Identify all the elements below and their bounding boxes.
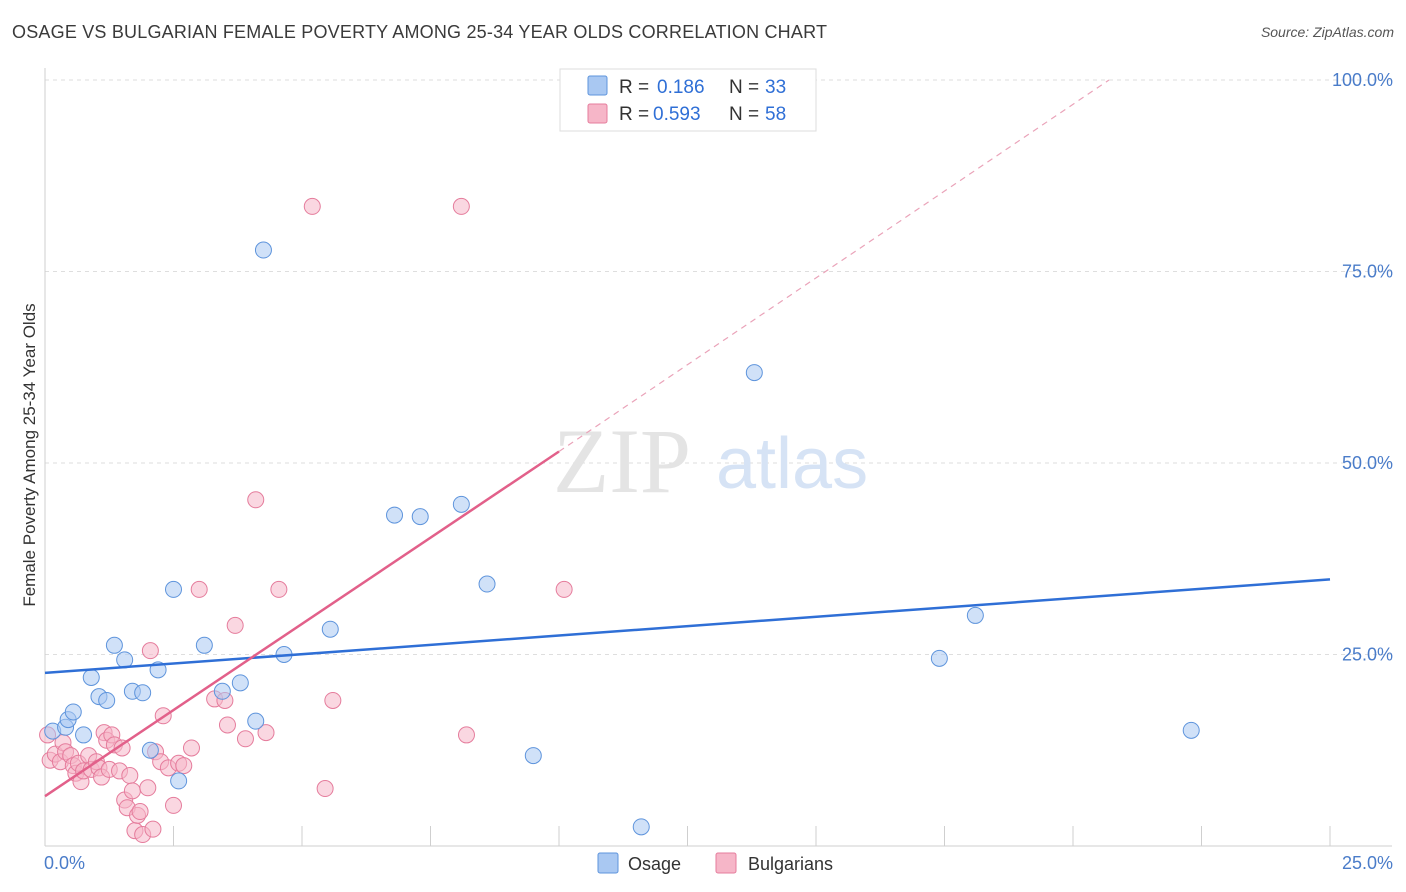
osage-point xyxy=(82,668,100,686)
osage-point xyxy=(134,684,152,702)
legend-r-value: 0.593 xyxy=(653,104,701,125)
bulgarians-point xyxy=(218,716,236,734)
bulgarians-point xyxy=(182,739,200,757)
bulgarians-point xyxy=(175,757,193,775)
osage-point xyxy=(64,703,82,721)
bulgarians-trend-extension xyxy=(558,79,1110,453)
watermark-atlas: atlas xyxy=(716,424,868,504)
y-tick-label: 25.0% xyxy=(1342,645,1393,665)
osage-point xyxy=(165,580,182,598)
bottom-legend-label-bulgarians: Bulgarians xyxy=(748,854,833,874)
osage-point xyxy=(745,364,763,382)
osage-point xyxy=(966,606,984,624)
osage-point xyxy=(478,575,496,593)
bulgarians-point xyxy=(190,580,208,598)
legend-r-value: 0.186 xyxy=(657,77,705,98)
bulgarians-point xyxy=(121,767,139,785)
osage-point xyxy=(247,712,265,730)
osage-point xyxy=(321,620,339,638)
x-tick-label: 25.0% xyxy=(1342,853,1393,873)
bulgarians-point xyxy=(555,580,573,598)
legend-n-value: 58 xyxy=(765,104,786,125)
osage-point xyxy=(524,747,542,765)
legend-swatch-osage xyxy=(587,75,608,96)
bulgarians-point xyxy=(316,780,334,798)
bulgarians-trend-line xyxy=(44,450,560,798)
legend-n-label: N = xyxy=(729,77,759,98)
tick-labels: 25.0% 50.0% 75.0% 100.0% 0.0% 25.0% xyxy=(44,70,1393,873)
bulgarians-point xyxy=(165,796,182,814)
osage-point xyxy=(170,772,188,790)
bulgarians-point xyxy=(141,642,159,660)
osage-point xyxy=(213,682,231,700)
osage-point xyxy=(632,818,650,836)
bulgarians-point xyxy=(144,820,162,838)
osage-trend-line xyxy=(44,578,1331,675)
bulgarians-point xyxy=(303,197,321,215)
trend-lines xyxy=(44,79,1331,798)
osage-point xyxy=(411,508,429,526)
osage-point xyxy=(930,649,948,667)
bulgarians-point xyxy=(123,782,141,800)
osage-point xyxy=(98,691,116,709)
bulgarians-point xyxy=(324,691,342,709)
legend-n-value: 33 xyxy=(765,77,786,98)
axes xyxy=(44,68,1392,847)
osage-point xyxy=(141,741,159,759)
bulgarians-point xyxy=(113,739,131,757)
osage-point xyxy=(75,726,93,744)
chart-title: OSAGE VS BULGARIAN FEMALE POVERTY AMONG … xyxy=(12,22,828,42)
osage-point xyxy=(386,506,404,524)
y-axis-label: Female Poverty Among 25-34 Year Olds xyxy=(20,303,39,606)
x-tick-label: 0.0% xyxy=(44,853,85,873)
data-points xyxy=(39,197,1200,844)
bulgarians-point xyxy=(257,724,275,742)
chart-source: Source: ZipAtlas.com xyxy=(1260,24,1394,40)
osage-point xyxy=(195,636,213,654)
bulgarians-point xyxy=(131,803,149,821)
osage-point xyxy=(254,241,272,259)
bottom-legend-label-osage: Osage xyxy=(628,854,681,874)
bulgarians-point xyxy=(457,726,475,744)
legend-r-label: R = xyxy=(619,104,649,125)
bottom-legend-swatch-bulgarians xyxy=(715,852,737,874)
bulgarians-point xyxy=(226,616,244,634)
y-tick-label: 50.0% xyxy=(1342,453,1393,473)
bulgarians-point xyxy=(247,491,265,509)
bulgarians-point xyxy=(452,197,470,215)
bulgarians-point xyxy=(270,580,288,598)
bulgarians-point xyxy=(236,730,254,748)
y-tick-label: 75.0% xyxy=(1342,262,1393,282)
grid-lines xyxy=(45,79,1392,655)
osage-point xyxy=(1182,721,1200,739)
legend-r-label: R = xyxy=(619,77,649,98)
legend: R = 0.186 N = 33 R = 0.593 N = 58 xyxy=(559,68,817,132)
legend-n-label: N = xyxy=(729,104,759,125)
y-tick-label: 100.0% xyxy=(1332,70,1393,90)
osage-point xyxy=(105,636,123,654)
bottom-legend-swatch-osage xyxy=(597,852,619,874)
bulgarians-point xyxy=(139,779,157,797)
watermark-zip: ZIP xyxy=(553,410,691,512)
osage-point xyxy=(231,674,249,692)
osage-point xyxy=(452,495,470,513)
bottom-legend: Osage Bulgarians xyxy=(597,852,833,874)
legend-swatch-bulgarians xyxy=(587,103,608,124)
